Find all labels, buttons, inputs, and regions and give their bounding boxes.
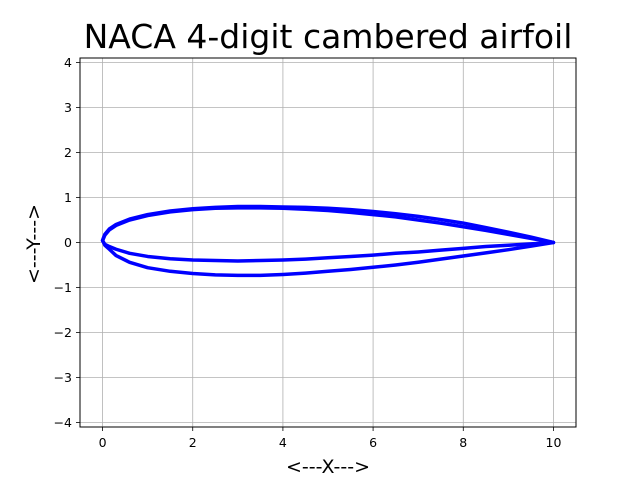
chart-title: NACA 4-digit cambered airfoil — [84, 17, 573, 56]
y-tick-label: 2 — [64, 145, 72, 160]
y-tick-label: −3 — [54, 370, 72, 385]
x-tick-label: 4 — [279, 435, 287, 450]
ticks: 0 2 4 6 8 10 −4 −3 −2 −1 0 1 2 3 4 — [54, 55, 562, 450]
y-tick-label: 1 — [64, 190, 72, 205]
y-tick-label: −1 — [54, 280, 72, 295]
x-tick-label: 8 — [459, 435, 467, 450]
x-tick-label: 2 — [189, 435, 197, 450]
x-tick-label: 0 — [99, 435, 107, 450]
series-group — [100, 204, 556, 278]
y-tick-label: 0 — [64, 235, 72, 250]
y-tick-label: −4 — [54, 415, 72, 430]
airfoil-series-2 — [100, 206, 556, 263]
x-axis-label: <---X---> — [286, 456, 370, 478]
y-tick-label: 4 — [64, 55, 72, 70]
y-tick-label: −2 — [54, 325, 72, 340]
x-tick-label: 6 — [369, 435, 377, 450]
x-tick-label: 10 — [546, 435, 562, 450]
y-tick-label: 3 — [64, 100, 72, 115]
y-axis-label: <---Y---> — [23, 204, 45, 284]
grid — [80, 58, 576, 427]
